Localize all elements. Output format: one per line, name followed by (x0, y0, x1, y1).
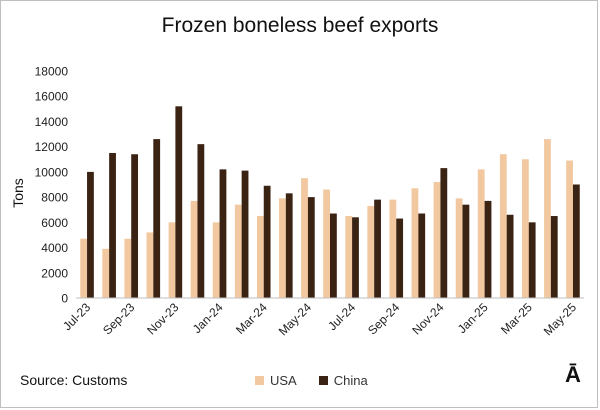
bar-china (462, 204, 470, 298)
x-tick-label: Mar-25 (498, 300, 535, 337)
bar-usa (499, 154, 507, 298)
x-tick-label: Jan-25 (455, 300, 491, 336)
bar-china (572, 184, 580, 298)
x-tick-label: May-25 (541, 300, 579, 338)
bar-china (352, 217, 359, 298)
bar-china (131, 154, 139, 298)
bar-usa (146, 232, 154, 298)
bar-usa (389, 199, 397, 298)
legend-swatch-usa (255, 376, 264, 385)
bar-usa (544, 139, 551, 298)
y-tick-label: 10000 (35, 165, 69, 179)
y-tick-label: 0 (61, 292, 68, 306)
source-note: Source: Customs (20, 372, 128, 388)
bar-china (307, 197, 315, 298)
bar-usa (566, 160, 573, 298)
y-tick-label: 12000 (35, 140, 69, 154)
legend-swatch-china (318, 376, 328, 385)
bar-usa (301, 178, 308, 298)
y-tick-label: 8000 (41, 191, 68, 205)
x-tick-label: Nov-23 (144, 300, 181, 337)
legend-label-usa: USA (270, 373, 297, 388)
y-tick-label: 4000 (41, 241, 68, 255)
y-tick-label: 14000 (35, 115, 69, 129)
bar-usa (345, 216, 353, 298)
bar-usa (168, 222, 176, 298)
bar-china (440, 168, 448, 298)
bar-china (374, 199, 381, 298)
y-tick-label: 6000 (41, 216, 68, 230)
bar-china (153, 139, 161, 298)
bar-usa (212, 222, 220, 298)
bar-china (197, 144, 205, 298)
y-tick-label: 2000 (41, 266, 68, 280)
x-tick-label: Mar-24 (233, 300, 270, 337)
bar-china (87, 171, 94, 298)
legend-label-china: China (333, 373, 368, 388)
bar-china (285, 193, 293, 298)
bar-usa (411, 188, 419, 298)
bar-usa (279, 198, 286, 298)
bar-usa (323, 189, 330, 298)
x-tick-label: Sep-23 (100, 300, 137, 337)
bar-china (528, 222, 536, 298)
legend-item-china: China (318, 373, 368, 388)
bar-usa (80, 238, 88, 298)
bar-usa (521, 159, 529, 298)
bar-china (330, 213, 337, 298)
x-tick-label: Nov-24 (409, 300, 446, 337)
legend: USA China (255, 373, 390, 388)
bar-china (418, 213, 426, 298)
y-tick-label: 18000 (35, 65, 69, 79)
bar-usa (124, 238, 132, 298)
bar-usa (256, 216, 264, 298)
bar-china (484, 200, 492, 298)
bar-china (263, 185, 271, 298)
bar-china (175, 106, 183, 298)
bar-usa (190, 200, 198, 298)
bar-usa (433, 181, 441, 298)
chart-title: Frozen boneless beef exports (161, 14, 439, 37)
bar-china (506, 214, 514, 298)
bar-usa (367, 205, 375, 298)
legend-item-usa: USA (255, 373, 297, 388)
logo: Ā (565, 362, 581, 387)
bar-china (550, 216, 558, 298)
bar-china (396, 218, 404, 298)
bar-usa (477, 169, 485, 298)
x-tick-label: Jan-24 (190, 300, 226, 336)
x-tick-label: Sep-24 (365, 300, 402, 337)
y-tick-label: 16000 (35, 90, 69, 104)
bar-china (219, 169, 227, 298)
bar-usa (455, 198, 463, 298)
bar-china (109, 152, 116, 298)
bar-china (241, 170, 249, 298)
x-tick-label: May-24 (276, 300, 314, 338)
bar-usa (234, 204, 242, 298)
bar-usa (102, 248, 110, 298)
x-tick-label: Jul-24 (325, 300, 358, 333)
